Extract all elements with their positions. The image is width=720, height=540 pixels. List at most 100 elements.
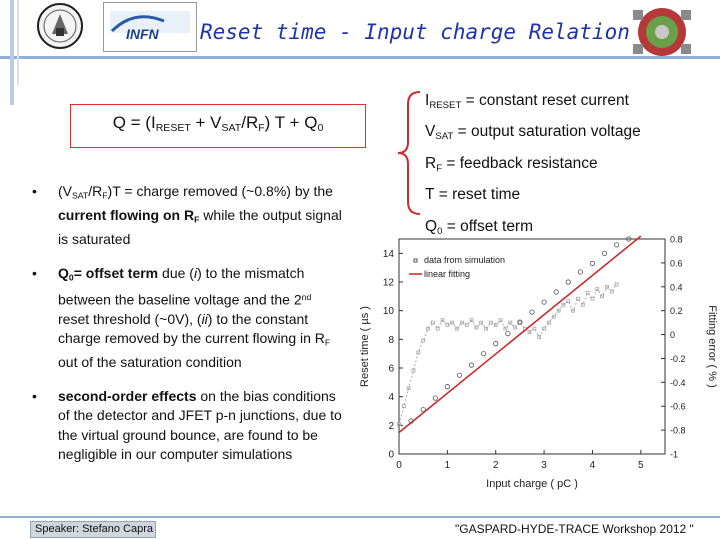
fitting-error-point bbox=[595, 287, 600, 292]
x-axis-label: Input charge ( pC ) bbox=[486, 478, 578, 490]
fitting-error-point bbox=[450, 320, 455, 325]
x-tick-label: 1 bbox=[445, 460, 451, 471]
fitting-error-point bbox=[406, 386, 411, 391]
bullet-list: • (VSAT/RF)T = charge removed (~0.8%) by… bbox=[32, 182, 344, 479]
legend-marker-data bbox=[413, 258, 418, 263]
fitting-error-point bbox=[440, 318, 445, 323]
fitting-error-point bbox=[421, 338, 426, 343]
x-tick-label: 4 bbox=[590, 460, 596, 471]
y2-tick-label: 0.4 bbox=[670, 282, 683, 292]
fitting-error-point bbox=[498, 318, 503, 323]
fitting-error-point bbox=[580, 302, 585, 307]
y-axis-label: Reset time ( µs ) bbox=[359, 306, 371, 387]
simulation-point bbox=[553, 289, 559, 295]
fitting-error-point bbox=[474, 325, 479, 330]
fitting-error-point bbox=[469, 318, 474, 323]
y-tick-label: 14 bbox=[383, 249, 395, 260]
y2-axis-label: Fitting error ( % ) bbox=[706, 305, 718, 388]
simulation-point bbox=[577, 269, 583, 275]
workshop-label: "GASPARD-HYDE-TRACE Workshop 2012 " bbox=[455, 522, 694, 536]
fitting-error-point bbox=[431, 320, 435, 325]
fitting-error-point bbox=[455, 326, 459, 331]
fitting-error-point bbox=[489, 320, 493, 325]
y2-tick-label: -0.6 bbox=[670, 402, 686, 412]
definition-item: Q0 = offset term bbox=[425, 217, 534, 237]
fitting-error-point bbox=[513, 325, 517, 330]
reset-time-chart: 0 1 2 3 4 5 0 2 4 6 8 10 12 14 -1 -0.8 -0.6 -0.4 -0.2 0 0.2 0… bbox=[352, 232, 720, 494]
fitting-error-point bbox=[532, 326, 537, 331]
speaker-label: Speaker: Stefano Capra bbox=[30, 521, 156, 538]
legend-label-fit: linear fitting bbox=[424, 269, 470, 279]
chart-svg: 0 1 2 3 4 502468101214-1-0.8-0.6-0.4-0.200.20… bbox=[359, 235, 718, 491]
fitting-error-point bbox=[547, 320, 551, 325]
infn-logo: INFN bbox=[103, 2, 197, 52]
y-tick-label: 8 bbox=[388, 335, 394, 346]
y2-tick-label: -0.8 bbox=[670, 426, 686, 436]
curly-brace bbox=[396, 90, 422, 216]
fitting-error-point bbox=[464, 323, 469, 327]
legend-label-data: data from simulation bbox=[424, 255, 505, 265]
definition-item: RF = feedback resistance bbox=[425, 154, 598, 174]
fitting-error-point bbox=[576, 296, 580, 301]
fitting-error-point bbox=[561, 302, 566, 307]
x-tick-label: 3 bbox=[541, 460, 547, 471]
fitting-error-point bbox=[445, 323, 450, 327]
list-item: • second-order effects on the bias condi… bbox=[32, 388, 342, 462]
fitting-error-point bbox=[484, 326, 488, 331]
simulation-point bbox=[432, 395, 438, 401]
y-tick-label: 12 bbox=[383, 278, 395, 289]
y2-tick-label: 0.2 bbox=[670, 306, 683, 316]
decor-bar bbox=[10, 0, 14, 105]
simulation-point bbox=[481, 351, 487, 357]
fitting-error-point bbox=[600, 294, 604, 299]
title-underline bbox=[0, 56, 720, 59]
fitting-error-point bbox=[571, 308, 575, 313]
fitting-error-point bbox=[503, 326, 508, 331]
simulation-point bbox=[420, 406, 426, 413]
fitting-error-point bbox=[401, 404, 406, 409]
simulation-point bbox=[505, 331, 511, 337]
fitting-error-point bbox=[435, 326, 440, 331]
reset-time-formula: Q = (IRESET + VSAT/RF) T + Q0 bbox=[112, 113, 324, 135]
fitting-error-point bbox=[426, 326, 430, 331]
fitting-error-point bbox=[508, 320, 513, 325]
bullet-marker: • bbox=[32, 183, 37, 199]
fitting-error-point bbox=[566, 299, 571, 303]
y2-tick-label: 0.6 bbox=[670, 258, 683, 268]
simulation-point bbox=[456, 372, 463, 378]
definition-item: T = reset time bbox=[425, 186, 521, 204]
plot-frame bbox=[398, 238, 666, 455]
simulation-point bbox=[565, 279, 571, 285]
fitting-error-point bbox=[479, 320, 484, 325]
fitting-error-point bbox=[585, 290, 590, 295]
linear-fit-line bbox=[398, 235, 642, 434]
list-item: • (VSAT/RF)T = charge removed (~0.8%) by… bbox=[32, 183, 342, 247]
definition-item: VSAT = output saturation voltage bbox=[425, 123, 641, 143]
y-tick-label: 6 bbox=[388, 364, 394, 375]
fitting-error-point bbox=[609, 289, 614, 294]
y2-tick-label: -0.4 bbox=[670, 378, 686, 388]
y2-tick-label: -0.2 bbox=[670, 354, 686, 364]
simulation-point bbox=[517, 319, 523, 325]
infn-logo-text: INFN bbox=[126, 26, 160, 42]
definition-item: IRESET = constant reset current bbox=[425, 92, 629, 111]
fitting-error-point bbox=[411, 368, 416, 373]
slide-title: Reset time - Input charge Relation bbox=[200, 20, 630, 44]
simulation-point bbox=[589, 260, 596, 266]
simulation-point bbox=[468, 362, 475, 368]
detector-icon bbox=[615, 2, 710, 60]
simulation-point bbox=[614, 242, 620, 248]
formula-frame bbox=[70, 104, 366, 148]
y-tick-label: 10 bbox=[383, 306, 395, 317]
simulation-point bbox=[444, 384, 450, 390]
y-tick-label: 2 bbox=[388, 421, 394, 432]
fitting-error-point bbox=[527, 330, 532, 335]
y2-tick-label: -1 bbox=[670, 450, 678, 460]
fitting-error-point bbox=[416, 350, 421, 355]
fitting-error-point bbox=[460, 320, 464, 325]
university-seal-logo bbox=[28, 2, 92, 50]
decor-bar bbox=[17, 0, 19, 85]
fitting-error-point bbox=[590, 296, 595, 301]
x-tick-label: 5 bbox=[638, 460, 644, 471]
x-tick-label: 2 bbox=[493, 460, 499, 471]
